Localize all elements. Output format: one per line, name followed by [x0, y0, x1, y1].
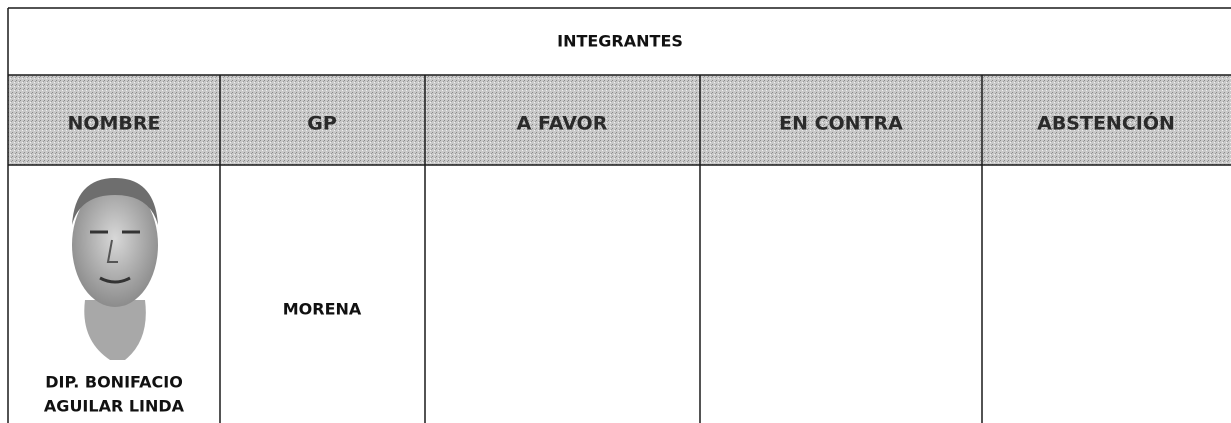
table-title: INTEGRANTES	[557, 32, 683, 51]
column-header: GP	[307, 113, 337, 135]
portrait	[72, 178, 158, 360]
member-name: AGUILAR LINDA	[44, 397, 185, 416]
table-grid	[7, 7, 1231, 423]
column-header: ABSTENCIÓN	[1037, 111, 1175, 135]
column-header: A FAVOR	[517, 113, 608, 135]
member-name: DIP. BONIFACIO	[45, 373, 183, 392]
column-header: NOMBRE	[67, 113, 160, 135]
party: MORENA	[283, 300, 362, 319]
header-row-bg	[8, 75, 1231, 165]
column-header: EN CONTRA	[779, 113, 903, 135]
